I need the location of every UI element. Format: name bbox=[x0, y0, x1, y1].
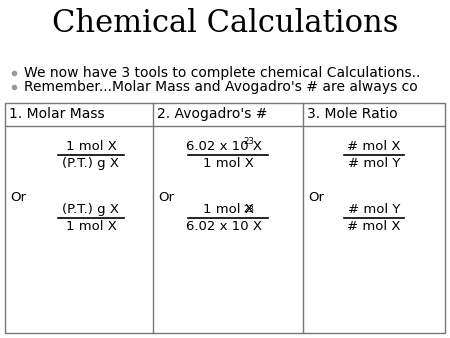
Text: # mol Y: # mol Y bbox=[348, 203, 400, 216]
Text: 1 mol X: 1 mol X bbox=[202, 157, 253, 170]
Text: # mol X: # mol X bbox=[347, 220, 401, 233]
Text: 1 mol X: 1 mol X bbox=[202, 203, 253, 216]
Text: Remember...Molar Mass and Avogadro's # are always co: Remember...Molar Mass and Avogadro's # a… bbox=[24, 80, 418, 94]
Text: # mol X: # mol X bbox=[347, 140, 401, 153]
Text: Or: Or bbox=[10, 191, 26, 204]
Text: 23: 23 bbox=[243, 137, 254, 146]
Text: 1 mol X: 1 mol X bbox=[66, 220, 117, 233]
Bar bbox=[5, 103, 445, 333]
Text: 6.02 x 10 X: 6.02 x 10 X bbox=[186, 140, 262, 153]
Text: # mol Y: # mol Y bbox=[348, 157, 400, 170]
Text: 23: 23 bbox=[243, 205, 254, 214]
Text: We now have 3 tools to complete chemical Calculations..: We now have 3 tools to complete chemical… bbox=[24, 66, 420, 80]
Text: 1 mol X: 1 mol X bbox=[66, 140, 117, 153]
Text: Or: Or bbox=[158, 191, 174, 204]
Text: Chemical Calculations: Chemical Calculations bbox=[52, 8, 398, 39]
Text: (P.T.) g X: (P.T.) g X bbox=[63, 157, 120, 170]
Text: 1. Molar Mass: 1. Molar Mass bbox=[9, 107, 104, 121]
Text: 3. Mole Ratio: 3. Mole Ratio bbox=[307, 107, 398, 121]
Text: 2. Avogadro's #: 2. Avogadro's # bbox=[157, 107, 267, 121]
Text: Or: Or bbox=[308, 191, 324, 204]
Text: (P.T.) g X: (P.T.) g X bbox=[63, 203, 120, 216]
Text: 6.02 x 10 X: 6.02 x 10 X bbox=[186, 220, 262, 233]
